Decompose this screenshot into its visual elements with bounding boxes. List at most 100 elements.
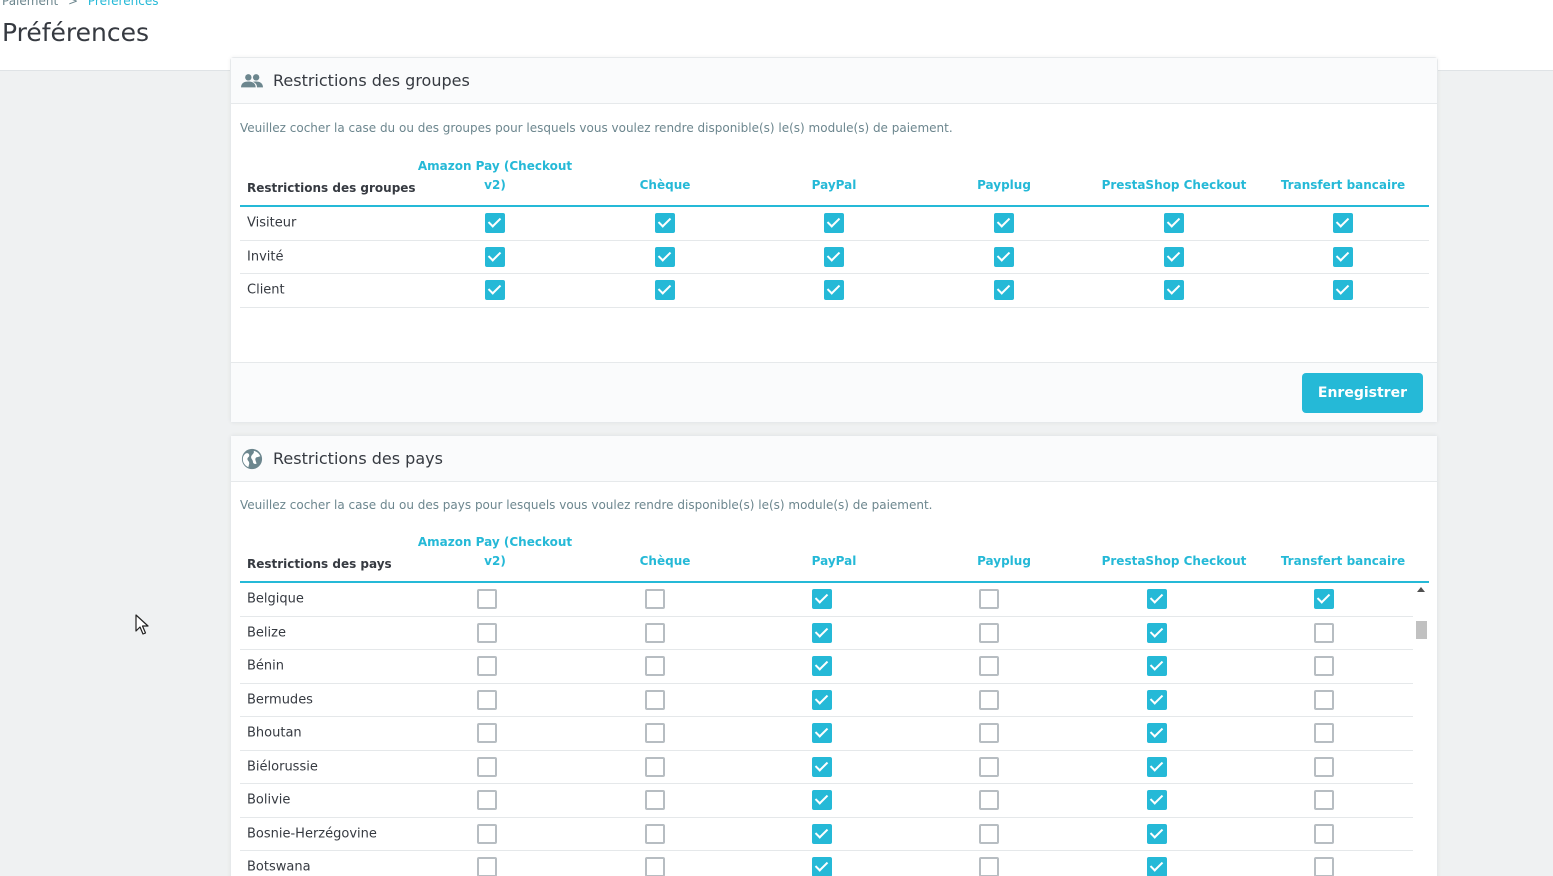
checkbox-paypal[interactable] bbox=[812, 689, 832, 710]
checkbox-ch-que[interactable] bbox=[645, 790, 665, 811]
checkbox-payplug[interactable] bbox=[979, 723, 999, 744]
checkbox-transfert-bancaire[interactable] bbox=[1314, 857, 1334, 876]
checkbox-amazon-pay-checkout-v2[interactable] bbox=[485, 213, 505, 234]
table-row: Belgique bbox=[240, 583, 1413, 617]
checkbox-prestashop-checkout[interactable] bbox=[1147, 823, 1167, 844]
save-button[interactable]: Enregistrer bbox=[1301, 373, 1423, 413]
checkbox-paypal[interactable] bbox=[812, 723, 832, 744]
checkbox-amazon-pay-checkout-v2[interactable] bbox=[477, 689, 497, 710]
scroll-up-arrow-icon[interactable] bbox=[1417, 587, 1425, 592]
checkbox-amazon-pay-checkout-v2[interactable] bbox=[485, 246, 505, 267]
checkbox-payplug[interactable] bbox=[979, 622, 999, 643]
checkbox-ch-que[interactable] bbox=[645, 689, 665, 710]
checkbox-paypal[interactable] bbox=[812, 823, 832, 844]
checkbox-ch-que[interactable] bbox=[655, 246, 675, 267]
checkbox-paypal[interactable] bbox=[812, 656, 832, 677]
checkbox-payplug[interactable] bbox=[979, 823, 999, 844]
checkbox-amazon-pay-checkout-v2[interactable] bbox=[477, 823, 497, 844]
checkbox-amazon-pay-checkout-v2[interactable] bbox=[477, 622, 497, 643]
checkbox-transfert-bancaire[interactable] bbox=[1333, 213, 1353, 234]
checkbox-amazon-pay-checkout-v2[interactable] bbox=[477, 589, 497, 610]
checkbox-prestashop-checkout[interactable] bbox=[1164, 213, 1184, 234]
row-label: Bhoutan bbox=[247, 725, 302, 741]
checkbox-payplug[interactable] bbox=[979, 589, 999, 610]
table-row: Bolivie bbox=[240, 784, 1413, 818]
panel-footer: Enregistrer bbox=[231, 362, 1437, 422]
page-title: Préférences bbox=[2, 18, 150, 47]
row-label: Belize bbox=[247, 625, 286, 641]
scrollbar-thumb[interactable] bbox=[1416, 621, 1427, 639]
checkbox-ch-que[interactable] bbox=[645, 756, 665, 777]
checkbox-prestashop-checkout[interactable] bbox=[1147, 656, 1167, 677]
checkbox-prestashop-checkout[interactable] bbox=[1147, 756, 1167, 777]
header-module-cheque: Chèque bbox=[639, 178, 691, 192]
checkbox-prestashop-checkout[interactable] bbox=[1147, 589, 1167, 610]
checkbox-ch-que[interactable] bbox=[645, 857, 665, 876]
checkbox-transfert-bancaire[interactable] bbox=[1333, 280, 1353, 301]
scrollbar[interactable] bbox=[1413, 583, 1429, 876]
panel-description: Veuillez cocher la case du ou des groupe… bbox=[240, 121, 953, 135]
countries-restrictions-panel: Restrictions des pays Veuillez cocher la… bbox=[230, 435, 1438, 876]
checkbox-ch-que[interactable] bbox=[645, 656, 665, 677]
checkbox-ch-que[interactable] bbox=[645, 622, 665, 643]
table-row: Client bbox=[240, 274, 1429, 308]
checkbox-payplug[interactable] bbox=[979, 756, 999, 777]
checkbox-ch-que[interactable] bbox=[645, 823, 665, 844]
checkbox-prestashop-checkout[interactable] bbox=[1147, 857, 1167, 876]
breadcrumb-current[interactable]: Préférences bbox=[87, 0, 159, 8]
table-row: Bhoutan bbox=[240, 717, 1413, 751]
checkbox-amazon-pay-checkout-v2[interactable] bbox=[477, 656, 497, 677]
checkbox-ch-que[interactable] bbox=[645, 723, 665, 744]
checkbox-paypal[interactable] bbox=[824, 280, 844, 301]
checkbox-amazon-pay-checkout-v2[interactable] bbox=[485, 280, 505, 301]
checkbox-transfert-bancaire[interactable] bbox=[1314, 589, 1334, 610]
checkbox-paypal[interactable] bbox=[812, 857, 832, 876]
checkbox-payplug[interactable] bbox=[994, 246, 1014, 267]
table-row: Bermudes bbox=[240, 684, 1413, 717]
checkbox-prestashop-checkout[interactable] bbox=[1147, 723, 1167, 744]
checkbox-ch-que[interactable] bbox=[645, 589, 665, 610]
header-module-prestashop-checkout: PrestaShop Checkout bbox=[1101, 178, 1247, 192]
checkbox-paypal[interactable] bbox=[824, 246, 844, 267]
checkbox-paypal[interactable] bbox=[812, 622, 832, 643]
checkbox-amazon-pay-checkout-v2[interactable] bbox=[477, 790, 497, 811]
checkbox-prestashop-checkout[interactable] bbox=[1164, 246, 1184, 267]
countries-table: Restrictions des pays Amazon Pay (Checko… bbox=[240, 527, 1429, 876]
checkbox-transfert-bancaire[interactable] bbox=[1314, 756, 1334, 777]
checkbox-payplug[interactable] bbox=[979, 689, 999, 710]
checkbox-transfert-bancaire[interactable] bbox=[1314, 823, 1334, 844]
checkbox-prestashop-checkout[interactable] bbox=[1147, 622, 1167, 643]
table-row: Bosnie-Herzégovine bbox=[240, 818, 1413, 851]
checkbox-transfert-bancaire[interactable] bbox=[1333, 246, 1353, 267]
checkbox-payplug[interactable] bbox=[979, 656, 999, 677]
checkbox-payplug[interactable] bbox=[994, 280, 1014, 301]
breadcrumb-parent[interactable]: Paiement bbox=[2, 0, 59, 8]
header-module-amazon-pay: Amazon Pay (Checkout v2) bbox=[417, 535, 573, 568]
header-module-paypal: PayPal bbox=[811, 178, 857, 192]
checkbox-prestashop-checkout[interactable] bbox=[1164, 280, 1184, 301]
checkbox-payplug[interactable] bbox=[979, 790, 999, 811]
checkbox-prestashop-checkout[interactable] bbox=[1147, 689, 1167, 710]
checkbox-paypal[interactable] bbox=[812, 790, 832, 811]
checkbox-ch-que[interactable] bbox=[655, 213, 675, 234]
checkbox-prestashop-checkout[interactable] bbox=[1147, 790, 1167, 811]
checkbox-transfert-bancaire[interactable] bbox=[1314, 656, 1334, 677]
checkbox-transfert-bancaire[interactable] bbox=[1314, 689, 1334, 710]
checkbox-paypal[interactable] bbox=[812, 756, 832, 777]
checkbox-amazon-pay-checkout-v2[interactable] bbox=[477, 723, 497, 744]
checkbox-amazon-pay-checkout-v2[interactable] bbox=[477, 857, 497, 876]
checkbox-paypal[interactable] bbox=[812, 589, 832, 610]
checkbox-transfert-bancaire[interactable] bbox=[1314, 723, 1334, 744]
checkbox-payplug[interactable] bbox=[979, 857, 999, 876]
checkbox-transfert-bancaire[interactable] bbox=[1314, 622, 1334, 643]
header-module-payplug: Payplug bbox=[977, 178, 1031, 192]
table-scroll-area: Belgique Belize Bénin Bermudes Bhoutan Biélor… bbox=[240, 583, 1429, 876]
row-label: Invité bbox=[247, 249, 284, 265]
checkbox-ch-que[interactable] bbox=[655, 280, 675, 301]
row-label: Biélorussie bbox=[247, 759, 318, 775]
checkbox-payplug[interactable] bbox=[994, 213, 1014, 234]
checkbox-transfert-bancaire[interactable] bbox=[1314, 790, 1334, 811]
checkbox-amazon-pay-checkout-v2[interactable] bbox=[477, 756, 497, 777]
checkbox-paypal[interactable] bbox=[824, 213, 844, 234]
header-module-payplug: Payplug bbox=[977, 554, 1031, 568]
